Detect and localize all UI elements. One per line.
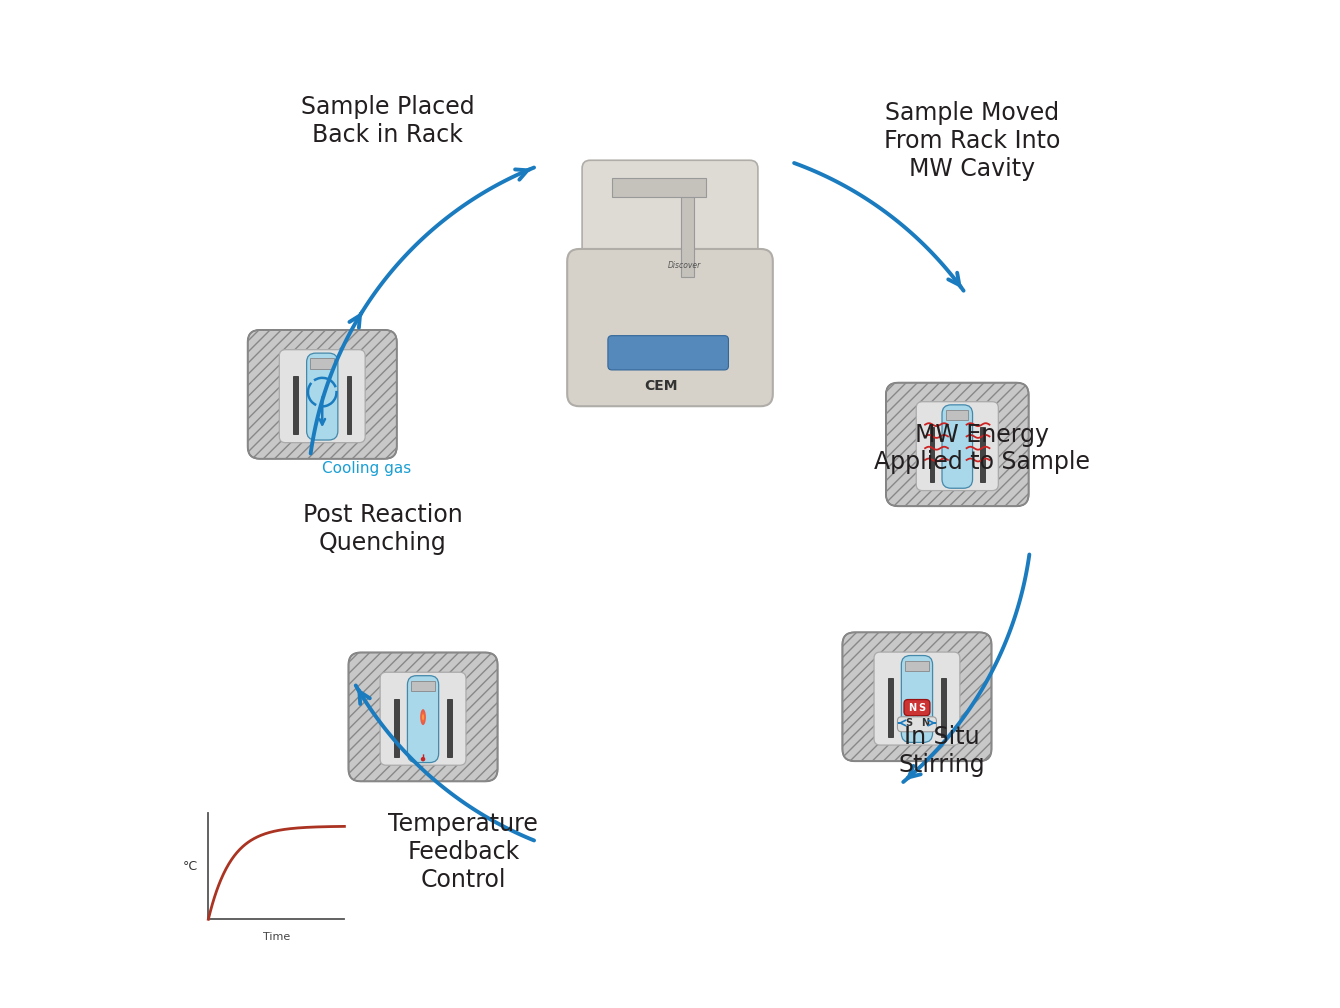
Ellipse shape (421, 712, 425, 723)
Bar (347, 376, 351, 434)
FancyBboxPatch shape (898, 717, 937, 732)
Bar (612, 178, 706, 197)
FancyBboxPatch shape (886, 383, 1029, 506)
FancyBboxPatch shape (917, 402, 998, 491)
FancyBboxPatch shape (843, 632, 992, 761)
Bar (941, 678, 946, 737)
Text: CEM: CEM (645, 379, 678, 393)
Bar (930, 427, 934, 482)
Bar (946, 410, 969, 420)
FancyBboxPatch shape (905, 700, 930, 716)
FancyBboxPatch shape (348, 652, 497, 781)
Text: MW Energy
Applied to Sample: MW Energy Applied to Sample (875, 422, 1091, 475)
FancyBboxPatch shape (279, 350, 366, 443)
Text: In Situ
Stirring: In Situ Stirring (899, 725, 985, 777)
FancyBboxPatch shape (248, 330, 397, 459)
Ellipse shape (422, 714, 425, 720)
Text: Post Reaction
Quenching: Post Reaction Quenching (303, 503, 462, 555)
Circle shape (422, 758, 425, 761)
Ellipse shape (421, 709, 426, 725)
Bar (681, 188, 694, 277)
Bar (448, 699, 452, 757)
Bar (311, 358, 334, 369)
Text: N: N (921, 719, 929, 729)
Text: Time: Time (263, 932, 289, 942)
Text: S: S (918, 703, 925, 713)
FancyBboxPatch shape (407, 675, 438, 763)
Bar (981, 427, 985, 482)
Text: N: N (909, 703, 917, 713)
Text: Sample Moved
From Rack Into
MW Cavity: Sample Moved From Rack Into MW Cavity (884, 102, 1060, 180)
FancyBboxPatch shape (874, 652, 959, 745)
Text: Cooling gas: Cooling gas (322, 462, 411, 476)
FancyBboxPatch shape (608, 336, 729, 370)
FancyBboxPatch shape (902, 655, 933, 743)
FancyBboxPatch shape (582, 160, 758, 289)
Text: Temperature
Feedback
Control: Temperature Feedback Control (389, 812, 539, 891)
FancyBboxPatch shape (942, 405, 973, 488)
Bar (394, 699, 399, 757)
Text: Discover: Discover (667, 261, 701, 269)
Bar (293, 376, 297, 434)
Text: Sample Placed
Back in Rack: Sample Placed Back in Rack (302, 95, 474, 147)
Text: °C: °C (182, 860, 198, 873)
Bar (888, 678, 892, 737)
FancyBboxPatch shape (307, 353, 338, 440)
Text: S: S (906, 719, 913, 729)
Bar (906, 660, 929, 671)
Bar (411, 680, 434, 691)
FancyBboxPatch shape (381, 672, 466, 765)
FancyBboxPatch shape (567, 249, 773, 406)
